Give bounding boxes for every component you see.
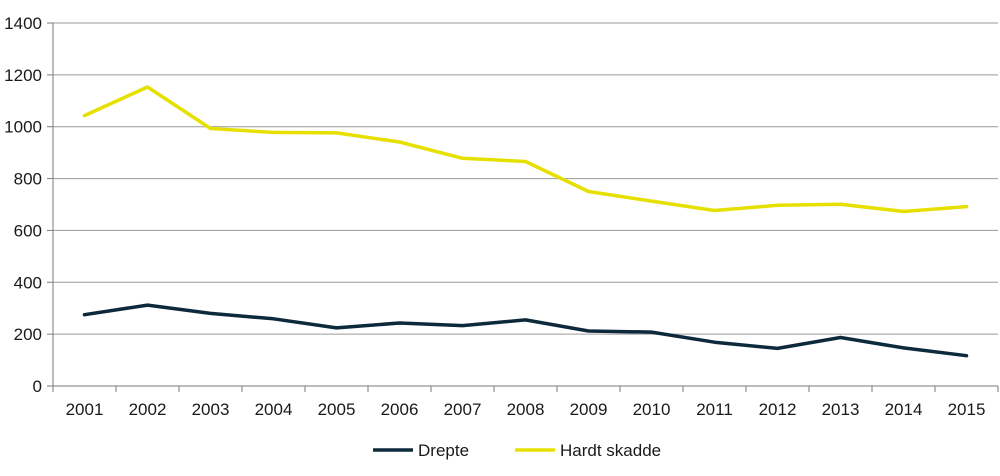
x-tick-label: 2015 <box>948 400 986 419</box>
x-tick-label: 2013 <box>822 400 860 419</box>
x-axis-ticks: 2001 2002 2003 2004 2005 2006 2007 2008 2009 2010… <box>52 386 999 419</box>
y-tick-label: 1200 <box>4 66 42 85</box>
legend-label: Drepte <box>418 441 469 460</box>
y-tick-label: 1000 <box>4 118 42 137</box>
x-tick-label: 2005 <box>318 400 356 419</box>
series-lines <box>82 85 969 358</box>
x-tick-label: 2009 <box>570 400 608 419</box>
y-tick-label: 400 <box>14 273 42 292</box>
y-tick-label: 800 <box>14 170 42 189</box>
x-tick-label: 2004 <box>255 400 293 419</box>
y-tick-label: 600 <box>14 221 42 240</box>
legend: Drepte Hardt skadde <box>373 441 661 460</box>
x-tick-label: 2014 <box>885 400 923 419</box>
y-tick-label: 0 <box>33 377 42 396</box>
x-tick-label: 2011 <box>696 400 733 419</box>
x-tick-label: 2007 <box>444 400 482 419</box>
legend-label: Hardt skadde <box>560 441 661 460</box>
grid-lines <box>53 22 998 335</box>
series-line-drepte <box>82 303 969 358</box>
x-tick-label: 2012 <box>759 400 797 419</box>
x-tick-label: 2006 <box>381 400 419 419</box>
y-tick-label: 1400 <box>4 14 42 33</box>
x-tick-label: 2002 <box>129 400 167 419</box>
y-tick-label: 200 <box>14 325 42 344</box>
x-tick-label: 2001 <box>66 400 104 419</box>
x-tick-label: 2003 <box>192 400 230 419</box>
axes <box>52 23 998 387</box>
x-tick-label: 2008 <box>507 400 545 419</box>
y-axis-ticks: 0 200 400 600 800 1000 1200 1400 <box>4 14 53 396</box>
series-line-hardt-skadde <box>82 85 969 214</box>
x-tick-label: 2010 <box>633 400 671 419</box>
